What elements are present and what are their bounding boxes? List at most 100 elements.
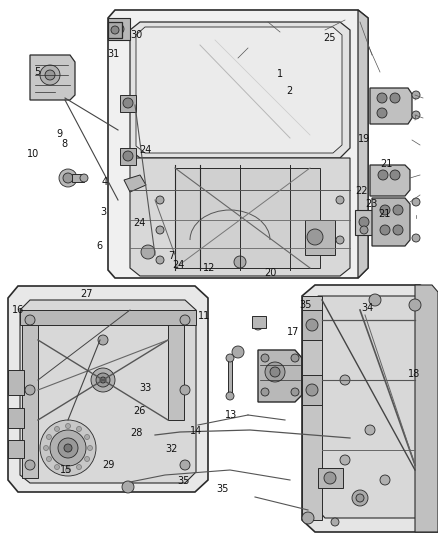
Text: 35: 35 [216,484,229,494]
Circle shape [25,385,35,395]
Circle shape [91,368,115,392]
Circle shape [45,70,55,80]
Circle shape [306,319,318,331]
Circle shape [340,455,350,465]
Circle shape [114,24,124,34]
Text: 8: 8 [62,139,68,149]
Polygon shape [372,198,410,246]
Text: 16: 16 [12,305,25,315]
Bar [8,408,24,428]
Polygon shape [120,148,136,165]
Polygon shape [20,300,196,483]
Bar [72,174,84,182]
Circle shape [380,225,390,235]
Text: 9: 9 [56,130,62,139]
Text: 15: 15 [60,465,73,475]
Circle shape [226,354,234,362]
Circle shape [331,518,339,526]
Circle shape [66,467,71,472]
Text: 12: 12 [203,263,215,272]
Circle shape [369,294,381,306]
Circle shape [77,426,81,431]
Circle shape [253,320,263,330]
Bar [8,440,24,458]
Circle shape [180,385,190,395]
Text: 29: 29 [102,460,115,470]
Text: 25: 25 [323,34,336,43]
Bar [252,316,266,328]
Circle shape [40,420,96,476]
Circle shape [214,249,226,261]
Text: 5: 5 [34,67,40,77]
Text: 32: 32 [166,444,178,454]
Polygon shape [108,22,122,38]
Text: 6: 6 [97,241,103,251]
Polygon shape [302,296,322,520]
Text: 24: 24 [139,146,152,155]
Circle shape [291,388,299,396]
Circle shape [58,438,78,458]
Circle shape [85,456,89,462]
Circle shape [226,392,234,400]
Text: 4: 4 [102,177,108,187]
Text: 27: 27 [81,289,93,299]
Circle shape [412,234,420,242]
Bar [8,370,24,395]
Text: 35: 35 [177,476,189,486]
Text: 19: 19 [358,134,371,143]
Polygon shape [20,310,196,325]
Circle shape [189,249,201,261]
Text: 11: 11 [198,311,210,320]
Polygon shape [108,10,368,278]
Text: 20: 20 [265,268,277,278]
Circle shape [123,98,133,108]
Circle shape [180,460,190,470]
Circle shape [302,512,314,524]
Circle shape [336,236,344,244]
Circle shape [40,65,60,85]
Polygon shape [370,165,410,196]
Circle shape [393,225,403,235]
Circle shape [59,169,77,187]
Circle shape [180,315,190,325]
Text: 33: 33 [139,383,152,393]
Circle shape [390,93,400,103]
Polygon shape [8,286,208,492]
Circle shape [64,444,72,452]
Text: 28: 28 [131,428,143,438]
Circle shape [412,198,420,206]
Text: 13: 13 [225,410,237,419]
Circle shape [380,205,390,215]
Circle shape [54,426,60,431]
Circle shape [46,434,51,440]
Circle shape [156,196,164,204]
Text: 14: 14 [190,426,202,435]
Text: 30: 30 [131,30,143,39]
Bar [355,210,373,235]
Text: 31: 31 [107,50,119,59]
Circle shape [232,346,244,358]
Circle shape [98,335,108,345]
Circle shape [261,388,269,396]
Text: 24: 24 [173,261,185,270]
Text: 18: 18 [408,369,420,379]
Circle shape [141,245,155,259]
Polygon shape [130,158,350,276]
Text: 21: 21 [380,159,392,169]
Circle shape [409,299,421,311]
Text: 23: 23 [365,199,378,208]
Circle shape [234,256,246,268]
Bar [302,375,322,405]
Circle shape [412,91,420,99]
Polygon shape [415,285,438,532]
Text: 24: 24 [133,218,145,228]
Circle shape [377,108,387,118]
Text: 22: 22 [355,186,367,196]
Circle shape [359,217,369,227]
Bar [302,310,322,340]
Circle shape [63,173,73,183]
Bar [305,220,335,255]
Text: 7: 7 [168,251,174,261]
Polygon shape [302,285,438,532]
Circle shape [85,434,89,440]
